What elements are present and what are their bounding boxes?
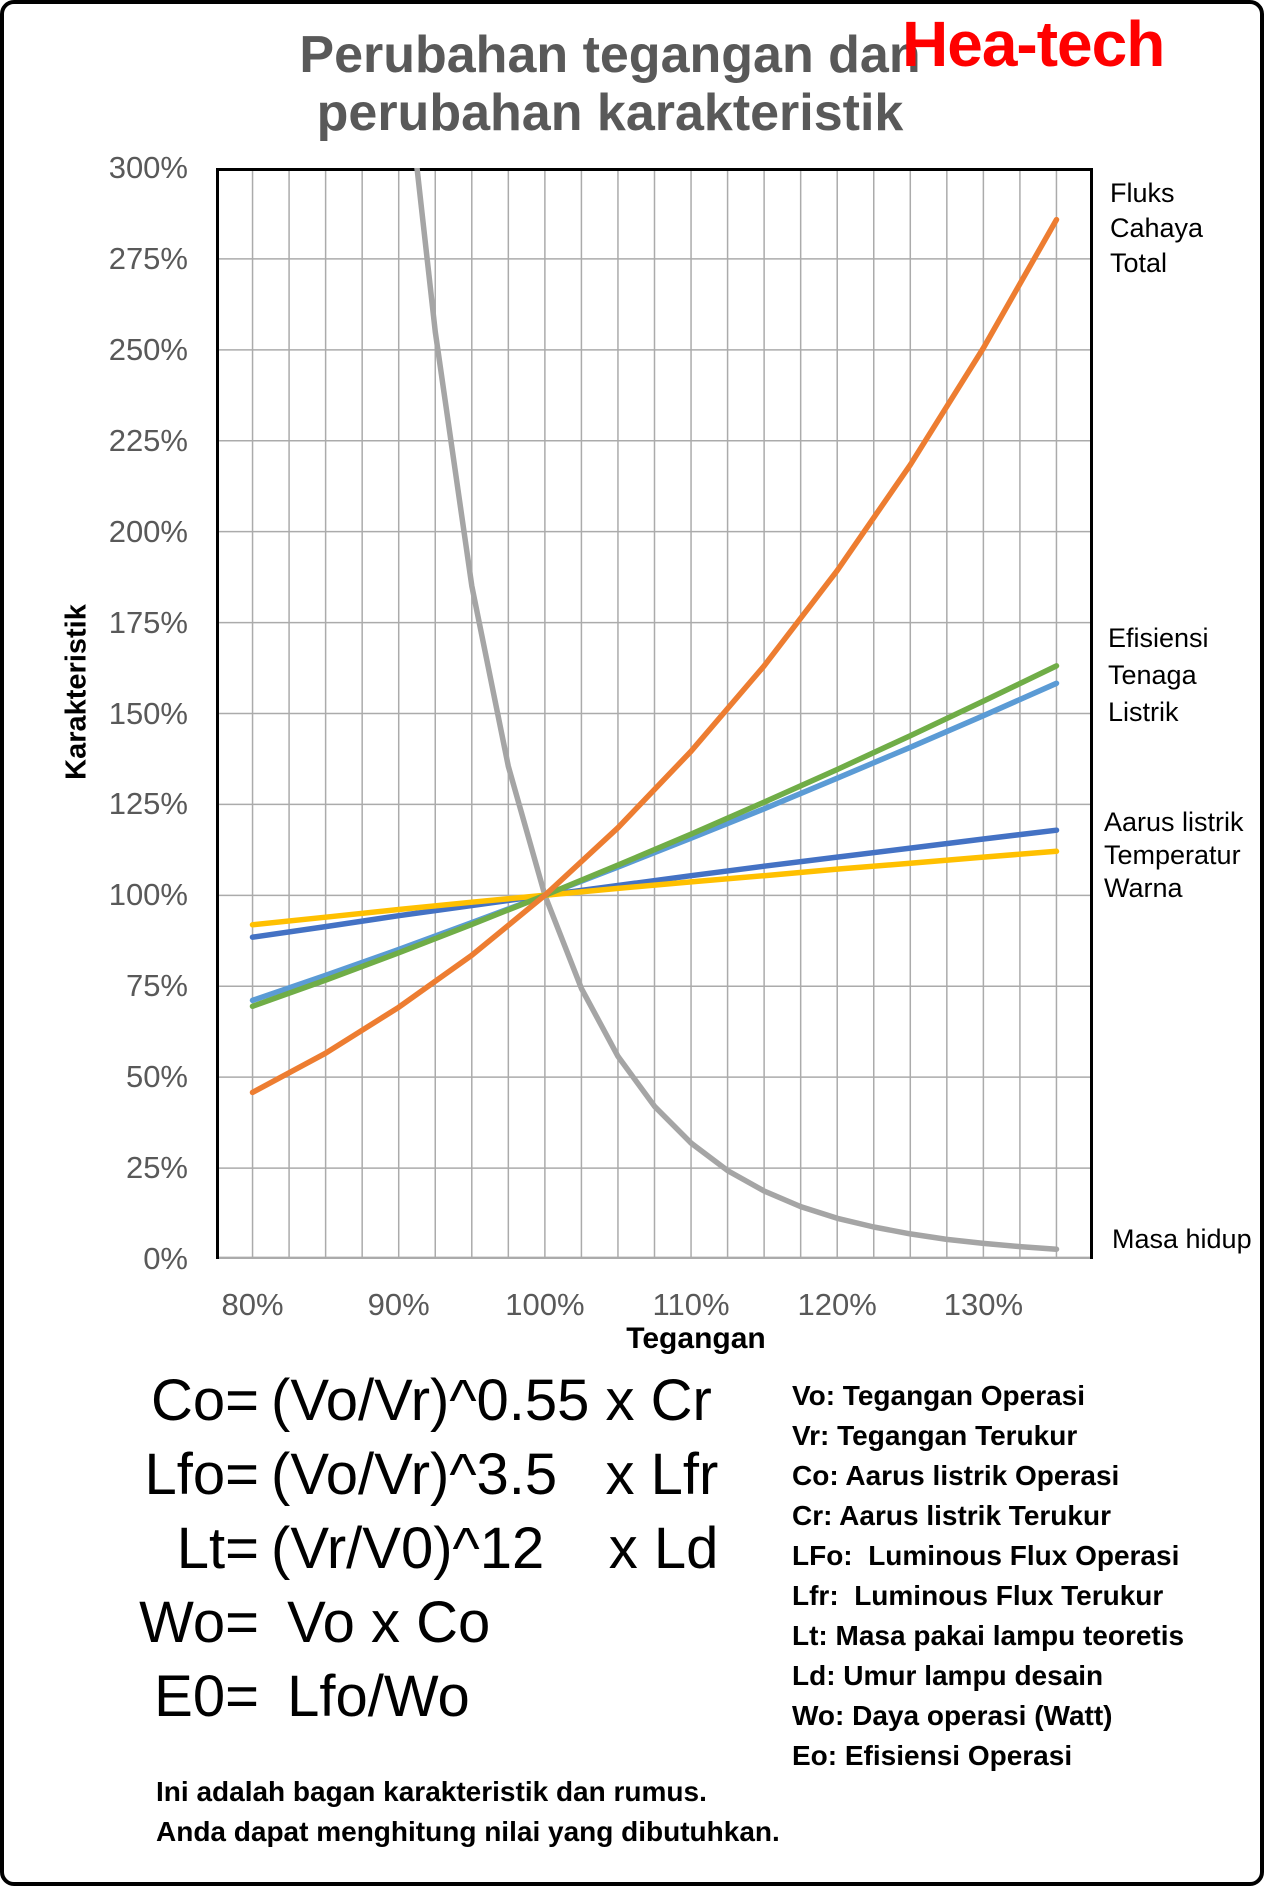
definition-item: Lfr: Luminous Flux Terukur [792,1580,1164,1611]
definition-item: Vo: Tegangan Operasi [792,1380,1086,1411]
annotation-line: Masa hidup [1112,1224,1252,1254]
y-tick-label: 50% [125,1059,188,1095]
y-tick-label: 0% [143,1241,188,1276]
formula-rhs: (Vo/Vr)^0.55 x Cr [271,1368,712,1433]
y-tick-label: 75% [125,968,188,1004]
annotation-line: Warna [1104,873,1183,903]
formula-lhs: Lfo= [144,1442,260,1507]
definition-item: Ld: Umur lampu desain [792,1660,1104,1691]
plot-border [216,168,1093,1259]
annotation-line: Cahaya [1110,213,1204,243]
definition-item: Co: Aarus listrik Operasi [792,1460,1120,1491]
x-tick-label: 120% [797,1287,877,1322]
annotation-efisiensi-tenaga-listrik: Efisiensi Tenaga Listrik [1108,620,1209,731]
formula-rhs: Lfo/Wo [271,1664,470,1729]
definition-item: Vr: Tegangan Terukur [792,1420,1078,1451]
definition-item: Eo: Efisiensi Operasi [792,1740,1073,1771]
formula-row: Lt= (Vr/V0)^12 x Ld [59,1512,719,1586]
y-tick-label: 125% [108,786,188,822]
brand-logo: Hea-tech [902,8,1165,80]
y-tick-label: 25% [125,1150,188,1186]
annotation-line: Fluks [1110,178,1175,208]
annotation-fluks-cahaya-total: Fluks Cahaya Total [1110,176,1203,281]
chart-title-line2: perubahan karakteristik [316,84,904,142]
definition-item: Lt: Masa pakai lampu teoretis [792,1620,1185,1651]
definition-item: LFo: Luminous Flux Operasi [792,1540,1180,1571]
series-efisiensi [249,663,1060,1010]
formula-row: Wo= Vo x Co [59,1586,718,1660]
formula-rhs: (Vo/Vr)^3.5 x Lfr [271,1442,719,1507]
formula-rhs: Vo x Co [271,1590,491,1655]
formula-lhs: E0= [154,1664,259,1729]
annotation-masa-hidup: Masa hidup [1112,1222,1252,1257]
annotation-line: Tenaga [1108,660,1197,690]
annotation-line: Aarus listrik [1104,807,1244,837]
x-tick-label: 110% [652,1287,730,1322]
chart-plot-area [216,168,1093,1259]
chart-title: Perubahan tegangan dan perubahan karakte… [110,26,1110,142]
y-tick-label: 225% [108,422,188,458]
definitions-list: Vo: Tegangan Operasi Vr: Tegangan Teruku… [792,1376,1184,1776]
x-axis-title: Tegangan [626,1322,766,1355]
series-masa-hidup [414,168,1060,1252]
formula-lhs: Wo= [139,1590,259,1655]
formula-lhs: Co= [150,1368,259,1433]
footnote-line1: Ini adalah bagan karakteristik dan rumus… [156,1776,707,1807]
y-tick-label: 175% [108,604,188,640]
formula-row: E0= Lfo/Wo [59,1660,718,1734]
formulas-block: Co= (Vo/Vr)^0.55 x Cr Lfo= (Vo/Vr)^3.5 x… [59,1364,718,1734]
formula-rhs: (Vr/V0)^12 x Ld [271,1516,719,1581]
definition-item: Cr: Aarus listrik Terukur [792,1500,1111,1531]
series-aarus-listrik [249,827,1060,940]
footnote-line2: Anda dapat menghitung nilai yang dibutuh… [156,1816,780,1847]
y-tick-label: 250% [108,331,188,367]
annotation-aarus-listrik-temperatur-warna: Aarus listrik Temperatur Warna [1104,806,1244,905]
series-temperatur-warna [249,848,1060,928]
y-tick-label: 150% [108,695,188,731]
x-tick-label: 100% [505,1287,585,1322]
x-tick-label: 90% [367,1287,430,1322]
y-tick-label: 275% [108,240,188,276]
definition-item: Wo: Daya operasi (Watt) [792,1700,1113,1731]
annotation-line: Listrik [1108,697,1179,727]
y-tick-label: 100% [108,877,188,913]
x-tick-label: 130% [943,1287,1024,1322]
y-tick-label: 200% [108,513,188,549]
x-tick-label: 80% [221,1287,284,1322]
annotation-line: Efisiensi [1108,623,1209,653]
series-fluks-cahaya-total [249,216,1060,1096]
formula-lhs: Lt= [176,1516,259,1581]
formula-row: Lfo= (Vo/Vr)^3.5 x Lfr [59,1438,719,1512]
formula-row: Co= (Vo/Vr)^0.55 x Cr [59,1364,718,1438]
y-tick-label: 300% [108,150,188,185]
y-axis-title: Karakteristik [60,604,93,780]
chart-title-line1: Perubahan tegangan dan [299,26,921,84]
annotation-line: Total [1110,248,1168,278]
annotation-line: Temperatur [1104,840,1241,870]
footnote: Ini adalah bagan karakteristik dan rumus… [156,1772,780,1852]
